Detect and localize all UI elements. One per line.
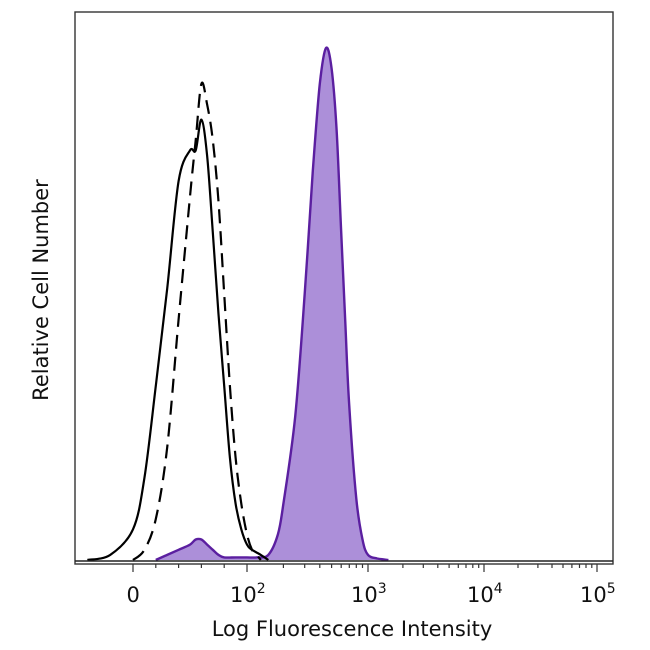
x-tick-label: 103 — [351, 581, 387, 607]
x-tick-label: 102 — [230, 581, 266, 607]
series-line — [87, 118, 269, 562]
series-dashed — [132, 81, 262, 561]
x-tick-label: 104 — [467, 581, 503, 607]
x-axis-label: Log Fluorescence Intensity — [212, 617, 493, 641]
series-line — [132, 81, 262, 561]
y-axis-label: Relative Cell Number — [29, 179, 53, 401]
x-axis-ticks: 0 102 103 104 105 — [127, 564, 616, 607]
plot-frame — [74, 11, 614, 565]
series-layer — [75, 46, 613, 562]
x-tick-label: 105 — [580, 581, 616, 607]
series-solid — [87, 118, 269, 562]
series-line — [155, 46, 389, 562]
series-area-fill — [155, 47, 389, 561]
x-tick-label: 0 — [127, 583, 140, 607]
series-filled — [155, 46, 389, 562]
